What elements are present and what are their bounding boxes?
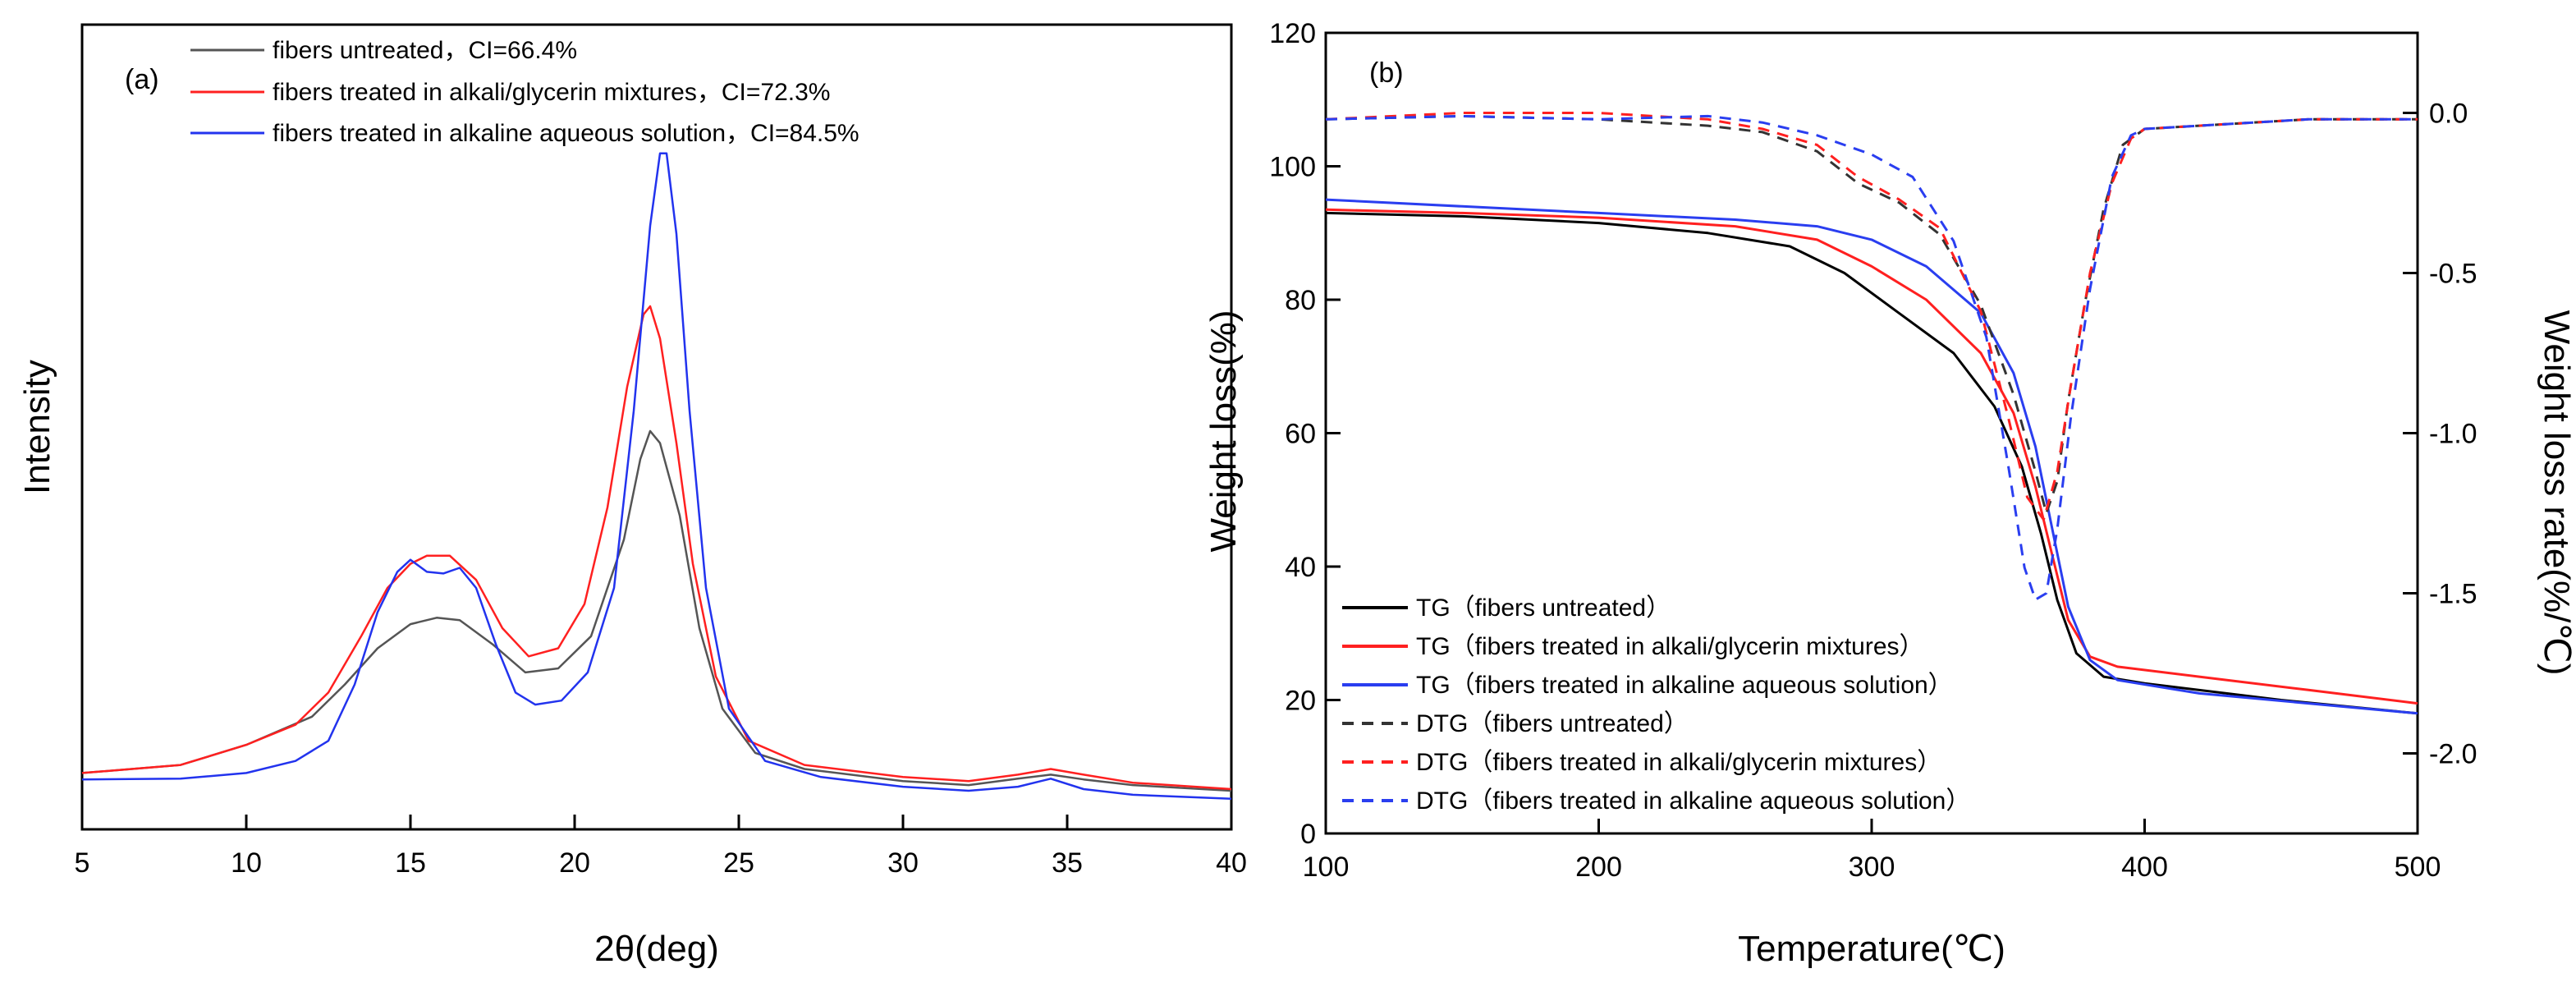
- panel-b-series: [1325, 112, 2418, 715]
- panel-a-x-tick-label: 5: [75, 847, 90, 879]
- panel-b-y-tick-label: 100: [1269, 152, 1316, 183]
- panel-b-tg-line: [1325, 198, 2418, 715]
- panel-a-x-tick-label: 20: [559, 847, 590, 879]
- panel-b-y-axis-label: Weight loss(%): [1203, 310, 1244, 552]
- panel-a-x-ticks: 5 10 15 20 25 30 35 40: [75, 815, 1247, 879]
- legend-b-label-tg-alkali-glycerin: TG（fibers treated in alkali/glycerin mix…: [1416, 633, 1924, 660]
- panel-b-tg-line: [1325, 208, 2418, 705]
- panel-b-y-tick-label: 120: [1269, 18, 1316, 49]
- panel-b-label: (b): [1369, 57, 1404, 89]
- legend-b-label-dtg-untreated: DTG（fibers untreated）: [1416, 710, 1689, 737]
- legend-a-label-untreated: fibers untreated，CI=66.4%: [273, 37, 577, 64]
- panel-a-label: (a): [125, 64, 159, 95]
- legend-b-label-dtg-alkaline-aqueous: DTG（fibers treated in alkaline aqueous s…: [1416, 787, 1970, 815]
- panel-b-y2-tick-label: -2.0: [2429, 739, 2477, 770]
- panel-b-x-tick-label: 400: [2121, 852, 2168, 883]
- panel-b-legend: TG（fibers untreated） TG（fibers treated i…: [1342, 594, 1970, 815]
- panel-b-y-ticks: 0 20 40 60 80 100 120: [1269, 18, 1341, 850]
- panel-a-series-line: [81, 429, 1232, 792]
- panel-a-y-axis-label: Intensity: [17, 360, 57, 494]
- panel-b-dtg-line: [1325, 114, 2418, 515]
- panel-b-x-axis-label: Temperature(℃): [1738, 929, 2005, 969]
- panel-a-legend: fibers untreated，CI=66.4% fibers treated…: [190, 37, 859, 147]
- panel-b-y-tick-label: 20: [1285, 686, 1316, 717]
- panel-a-x-tick-label: 30: [887, 847, 919, 879]
- panel-b-y2-tick-label: 0.0: [2429, 99, 2468, 130]
- panel-b-x-tick-label: 300: [1849, 852, 1895, 883]
- panel-b-x-tick-label: 100: [1303, 852, 1350, 883]
- panel-a-x-tick-label: 15: [395, 847, 426, 879]
- panel-a-x-tick-label: 40: [1216, 847, 1247, 879]
- legend-b-label-tg-alkaline-aqueous: TG（fibers treated in alkaline aqueous so…: [1416, 672, 1953, 699]
- legend-a-label-alkali-glycerin: fibers treated in alkali/glycerin mixtur…: [273, 79, 830, 106]
- panel-a: 5 10 15 20 25 30 35 40 (a) fibers untreated，CI=…: [17, 23, 1247, 969]
- panel-b-y-tick-label: 80: [1285, 285, 1316, 316]
- panel-a-series-line: [81, 152, 1232, 801]
- panel-a-series-line: [81, 305, 1232, 791]
- panel-a-x-tick-label: 10: [231, 847, 262, 879]
- panel-a-x-axis-label: 2θ(deg): [594, 929, 719, 969]
- panel-a-frame: [80, 23, 1233, 831]
- panel-b-y-tick-label: 0: [1300, 819, 1316, 850]
- panel-b-y2-axis-label: Weight loss rate(%/℃): [2537, 310, 2576, 676]
- legend-b-label-tg-untreated: TG（fibers untreated）: [1416, 594, 1671, 622]
- panel-b: 100 200 300 400 500 0 20 40 60 80 100 120 -2.0 -1.5…: [1203, 18, 2576, 969]
- panel-b-y-tick-label: 40: [1285, 552, 1316, 583]
- panel-b-y2-tick-label: -0.5: [2429, 259, 2477, 290]
- legend-a-label-alkaline-aqueous: fibers treated in alkaline aqueous solut…: [273, 120, 859, 147]
- panel-a-x-tick-label: 35: [1052, 847, 1083, 879]
- panel-b-y-tick-label: 60: [1285, 419, 1316, 450]
- panel-a-series: [81, 152, 1232, 801]
- panel-b-x-tick-label: 200: [1575, 852, 1622, 883]
- panel-b-y2-tick-label: -1.5: [2429, 579, 2477, 610]
- panel-b-dtg-line: [1325, 114, 2418, 601]
- panel-b-y2-tick-label: -1.0: [2429, 419, 2477, 450]
- legend-b-label-dtg-alkali-glycerin: DTG（fibers treated in alkali/glycerin mi…: [1416, 749, 1941, 776]
- panel-a-x-tick-label: 25: [723, 847, 754, 879]
- panel-b-x-tick-label: 500: [2395, 852, 2441, 883]
- panel-b-y2-ticks: -2.0 -1.5 -1.0 -0.5 0.0: [2403, 99, 2477, 770]
- panel-b-x-ticks: 100 200 300 400 500: [1303, 819, 2441, 883]
- panel-b-dtg-line: [1325, 112, 2418, 521]
